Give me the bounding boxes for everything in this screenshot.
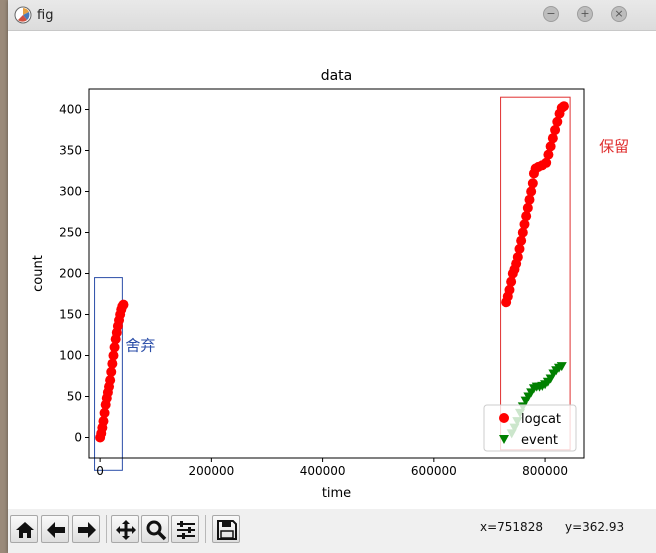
logcat-point bbox=[108, 350, 119, 361]
discard-box bbox=[94, 277, 123, 471]
logcat-point bbox=[98, 416, 109, 427]
magnifier-icon bbox=[146, 520, 167, 541]
cursor-x-readout: x=751828 bbox=[480, 520, 543, 534]
back-button[interactable] bbox=[41, 515, 69, 543]
y-tick-label: 0 bbox=[74, 431, 82, 445]
navigation-toolbar: x=751828 y=362.93 bbox=[8, 509, 656, 553]
x-tick-label: 800000 bbox=[522, 464, 568, 478]
legend: logcat event bbox=[483, 404, 577, 452]
logcat-point bbox=[506, 276, 517, 287]
home-icon bbox=[16, 522, 34, 538]
move-icon bbox=[116, 520, 136, 540]
event-point bbox=[556, 362, 567, 372]
logcat-point bbox=[504, 284, 515, 295]
legend-label-event: event bbox=[521, 433, 558, 448]
app-logo-icon bbox=[14, 6, 32, 24]
save-icon bbox=[217, 520, 237, 540]
x-tick-label: 600000 bbox=[411, 464, 457, 478]
close-icon[interactable]: × bbox=[611, 6, 627, 22]
x-tick-label: 400000 bbox=[300, 464, 346, 478]
toolbar-separator bbox=[106, 515, 107, 543]
y-tick-label: 350 bbox=[59, 144, 82, 158]
y-axis-label: count bbox=[31, 255, 46, 292]
cursor-y-readout: y=362.93 bbox=[565, 520, 625, 534]
legend-label-logcat: logcat bbox=[521, 412, 561, 427]
window-title: fig bbox=[37, 8, 54, 23]
toolbar-separator bbox=[205, 515, 206, 543]
logcat-point bbox=[105, 375, 116, 386]
chart-title: data bbox=[321, 68, 353, 84]
logcat-point bbox=[550, 125, 561, 135]
sliders-icon bbox=[177, 521, 195, 539]
y-tick-label: 100 bbox=[59, 349, 82, 363]
logcat-point bbox=[512, 252, 523, 263]
y-tick-label: 400 bbox=[59, 103, 82, 117]
series-logcat bbox=[95, 101, 569, 443]
logcat-point bbox=[545, 141, 556, 152]
legend-marker-event bbox=[499, 435, 509, 444]
logcat-point bbox=[521, 211, 532, 222]
y-tick-label: 200 bbox=[59, 267, 82, 281]
logcat-point bbox=[107, 358, 118, 369]
logcat-point bbox=[522, 202, 533, 213]
y-tick-label: 50 bbox=[67, 390, 82, 404]
x-tick-label: 0 bbox=[96, 464, 104, 478]
discard-box-label: 舍弃 bbox=[125, 337, 155, 355]
plot-canvas[interactable]: 舍弃 保留 0 200000 400000 600000 800000 0 50 100 150 2… bbox=[8, 31, 656, 509]
logcat-point bbox=[99, 407, 110, 418]
x-tick-label: 200000 bbox=[188, 464, 234, 478]
arrow-left-icon bbox=[47, 522, 65, 538]
zoom-button[interactable] bbox=[141, 515, 169, 543]
logcat-point bbox=[552, 116, 563, 127]
logcat-point bbox=[517, 227, 528, 238]
logcat-point bbox=[109, 342, 120, 353]
keep-box-label: 保留 bbox=[599, 137, 629, 155]
logcat-point bbox=[558, 101, 569, 112]
logcat-point bbox=[524, 194, 535, 205]
y-tick-label: 300 bbox=[59, 185, 82, 199]
minimize-icon[interactable]: − bbox=[543, 6, 559, 22]
logcat-point bbox=[514, 243, 525, 254]
logcat-point bbox=[543, 149, 554, 160]
logcat-point bbox=[106, 366, 117, 377]
y-tick-label: 150 bbox=[59, 308, 82, 322]
forward-button[interactable] bbox=[72, 515, 100, 543]
legend-marker-logcat bbox=[499, 413, 509, 423]
pan-button[interactable] bbox=[111, 515, 139, 543]
y-tick-label: 250 bbox=[59, 226, 82, 240]
logcat-point bbox=[547, 133, 558, 144]
logcat-point bbox=[526, 186, 537, 197]
scatter-chart[interactable]: 舍弃 保留 0 200000 400000 600000 800000 0 50 100 150 2… bbox=[8, 31, 656, 509]
logcat-point bbox=[118, 299, 129, 310]
figure-window: fig − + × 舍弃 保留 0 200000 400000 600000 800000… bbox=[8, 0, 656, 553]
logcat-point bbox=[527, 178, 538, 189]
title-bar[interactable]: fig − + × bbox=[8, 0, 656, 31]
logcat-point bbox=[516, 235, 527, 246]
home-button[interactable] bbox=[10, 515, 38, 543]
maximize-icon[interactable]: + bbox=[577, 6, 593, 22]
arrow-right-icon bbox=[78, 522, 96, 538]
logcat-point bbox=[541, 157, 552, 168]
logcat-point bbox=[519, 219, 530, 230]
configure-button[interactable] bbox=[171, 515, 199, 543]
x-axis-label: time bbox=[322, 486, 351, 501]
save-button[interactable] bbox=[212, 515, 240, 543]
